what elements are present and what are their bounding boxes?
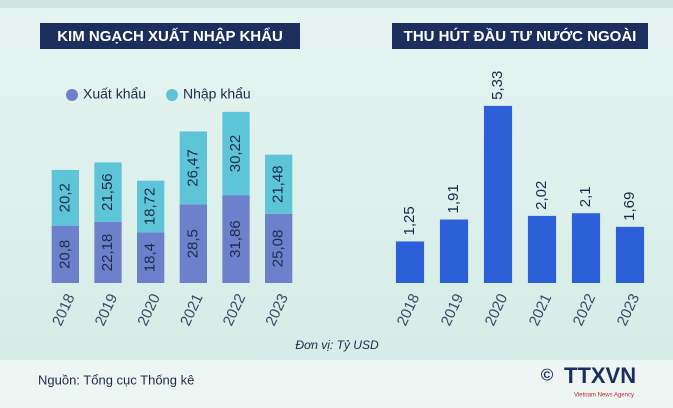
value-label: 28,5 xyxy=(184,229,201,258)
bar xyxy=(439,219,469,283)
value-label: 2,02 xyxy=(533,181,550,210)
bar xyxy=(527,215,557,283)
title-banner xyxy=(392,23,648,49)
footer-strip xyxy=(0,360,673,408)
bar-segment xyxy=(137,232,165,283)
top-strip xyxy=(0,0,673,8)
value-label: 20,2 xyxy=(56,183,73,212)
value-label: 21,56 xyxy=(99,173,116,211)
value-label: 21,48 xyxy=(270,165,287,203)
logo-sub: Vietnam News Agency xyxy=(574,393,634,399)
value-label: 26,47 xyxy=(184,149,201,187)
legend-marker xyxy=(166,89,178,101)
bar-segment xyxy=(222,111,250,196)
bar xyxy=(395,241,425,283)
bar-segment xyxy=(137,180,165,233)
bar xyxy=(571,213,601,283)
bar-segment xyxy=(94,221,122,283)
value-label: 1,91 xyxy=(445,184,462,213)
value-label: 22,18 xyxy=(99,234,116,272)
unit-note: Đơn vị: Tỷ USD xyxy=(295,338,379,352)
value-label: 18,4 xyxy=(142,243,159,272)
bar-segment xyxy=(94,162,122,222)
bar-segment xyxy=(51,225,79,283)
legend-label: Xuất khẩu xyxy=(83,86,146,102)
value-label: 18,72 xyxy=(142,188,159,226)
value-label: 30,22 xyxy=(227,135,244,173)
value-label: 25,08 xyxy=(270,230,287,268)
value-label: 31,86 xyxy=(227,220,244,258)
title-banner xyxy=(40,23,300,49)
bar-segment xyxy=(265,213,293,283)
bar-segment xyxy=(222,195,250,283)
value-label: 1,25 xyxy=(401,206,418,235)
value-label: 1,69 xyxy=(621,192,638,221)
bar-segment xyxy=(265,154,293,214)
logo: TTXVN xyxy=(564,363,636,388)
copyright: © xyxy=(541,365,554,384)
value-label: 5,33 xyxy=(489,71,506,100)
bar-segment xyxy=(51,169,79,226)
value-label: 20,8 xyxy=(56,240,73,269)
bar xyxy=(483,105,513,283)
chart-title: KIM NGẠCH XUẤT NHẬP KHẨU xyxy=(57,27,283,45)
bar-segment xyxy=(179,204,207,283)
legend-label: Nhập khẩu xyxy=(183,86,251,102)
chart-title: THU HÚT ĐẦU TƯ NƯỚC NGOÀI xyxy=(404,27,637,45)
bar-segment xyxy=(179,131,207,205)
legend-marker xyxy=(66,89,78,101)
bar xyxy=(615,226,645,283)
value-label: 2,1 xyxy=(577,186,594,207)
source-note: Nguồn: Tổng cục Thống kê xyxy=(38,372,194,387)
